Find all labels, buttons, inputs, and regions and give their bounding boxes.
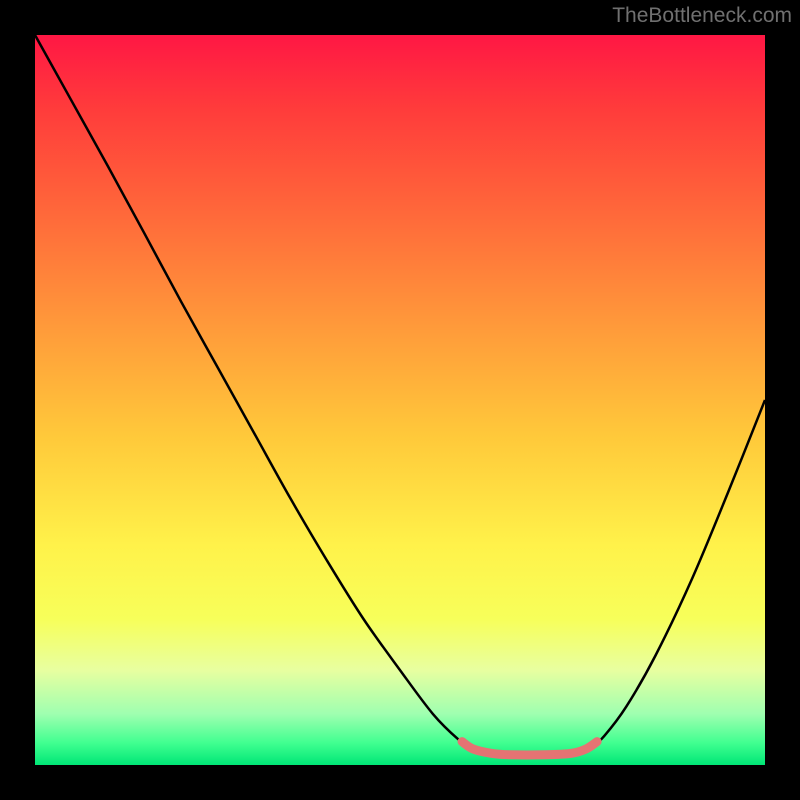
watermark-text: TheBottleneck.com bbox=[612, 4, 792, 28]
optimal-region-marker bbox=[462, 742, 597, 755]
bottleneck-curve bbox=[35, 35, 765, 755]
curve-layer bbox=[35, 35, 765, 765]
plot-area bbox=[35, 35, 765, 765]
